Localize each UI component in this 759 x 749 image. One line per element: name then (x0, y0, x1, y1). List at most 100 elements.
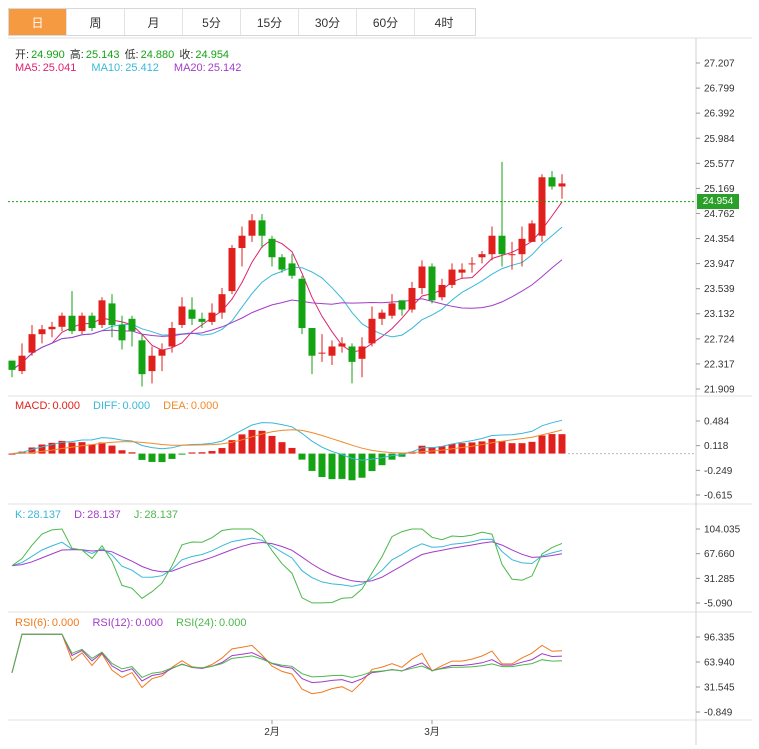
candle-body (198, 318, 206, 322)
price-tick-label: 25.577 (704, 159, 735, 170)
macd-bar (28, 447, 36, 454)
macd-bar (188, 452, 196, 454)
macd-bar (488, 439, 496, 454)
rsi6-line (11, 633, 563, 695)
macd-bar (118, 450, 126, 454)
kdj-readout: K: 28.137 D: 28.137 J: 28.137 (15, 509, 180, 521)
candle-body (8, 360, 16, 370)
macd-bar (278, 442, 286, 454)
diff-line (11, 419, 563, 461)
candle-body (378, 312, 386, 319)
price-tick-label: 21.909 (704, 385, 735, 396)
macd-bar (198, 452, 206, 454)
tab-period-0[interactable]: 日 (9, 9, 67, 35)
macd-bar (458, 443, 466, 454)
rsi24-line (11, 633, 563, 678)
x-tick-label: 3月 (424, 726, 440, 738)
price-tick-label: 23.539 (704, 284, 735, 295)
ma10-label: MA10: (91, 62, 124, 74)
ma5-value: 25.041 (42, 62, 77, 74)
k-label: K: (15, 509, 26, 521)
candle-body (218, 294, 226, 313)
candle-body (148, 355, 156, 372)
tab-period-6[interactable]: 60分 (357, 9, 415, 35)
candle-body (448, 269, 456, 285)
kdj-tick-label: -5.090 (704, 599, 733, 610)
macd-bar (518, 443, 526, 454)
candle-body (98, 300, 106, 325)
macd-bar (228, 440, 236, 454)
macd-bar (168, 453, 176, 459)
dea-line (11, 429, 563, 455)
rsi-readout: RSI(6): 0.000 RSI(12): 0.000 RSI(24): 0.000 (15, 617, 249, 629)
macd-bar (268, 435, 276, 454)
macd-bar (358, 453, 366, 478)
close-value: 24.954 (195, 49, 230, 61)
macd-tick-label: -0.615 (704, 491, 733, 502)
candle-body (168, 328, 176, 347)
macd-bar (68, 442, 76, 454)
candle-body (228, 248, 236, 292)
price-tick-label: 27.207 (704, 59, 735, 70)
candle-body (328, 346, 336, 356)
macd-bar (398, 453, 406, 457)
macd-bar (498, 441, 506, 454)
candle-body (188, 309, 196, 319)
candle-body (518, 238, 526, 255)
ma20-line (11, 259, 563, 371)
k-line (11, 537, 563, 587)
rsi24-label: RSI(24): (176, 617, 217, 629)
low-label: 低: (124, 49, 139, 61)
macd-bar (368, 453, 376, 472)
macd-bar (348, 453, 356, 481)
candle-body (68, 315, 76, 332)
price-tick-label: 26.799 (704, 84, 735, 95)
macd-bar (418, 445, 426, 454)
rsi-tick-label: 63.940 (704, 658, 735, 669)
candle-body (348, 346, 356, 362)
tab-period-5[interactable]: 30分 (299, 9, 357, 35)
open-value: 24.990 (31, 49, 65, 61)
candle-body (258, 220, 266, 236)
price-tick-label: 24.762 (704, 209, 735, 220)
tab-period-2[interactable]: 月 (125, 9, 183, 35)
macd-bar (128, 452, 136, 454)
candle-body (538, 177, 546, 236)
macd-bar (38, 444, 46, 454)
k-value: 28.137 (27, 509, 62, 521)
high-label: 高: (69, 49, 84, 61)
j-line (11, 528, 563, 604)
tab-period-4[interactable]: 15分 (241, 9, 299, 35)
macd-bar (508, 443, 516, 454)
candle-body (418, 266, 426, 289)
price-tick-label: 24.354 (704, 234, 735, 245)
ma20-label: MA20: (173, 62, 206, 74)
tab-period-1[interactable]: 周 (67, 9, 125, 35)
d-label: D: (74, 509, 86, 521)
macd-value: 0.000 (52, 400, 80, 412)
candle-body (358, 346, 366, 359)
current-price-tag: 24.954 (697, 194, 739, 210)
macd-bar (158, 453, 166, 463)
tab-period-3[interactable]: 5分 (183, 9, 241, 35)
candle-body (48, 326, 56, 330)
candle-body (498, 235, 506, 255)
kdj-tick-label: 31.285 (704, 574, 735, 585)
price-tick-label: 22.724 (704, 334, 735, 345)
high-value: 25.143 (85, 49, 120, 61)
macd-bar (78, 442, 86, 454)
price-tick-label: 25.169 (704, 184, 735, 195)
candle-body (428, 266, 436, 301)
tab-period-7[interactable]: 4时 (434, 15, 454, 30)
macd-tick-label: 0.118 (704, 441, 729, 452)
macd-bar (148, 453, 156, 462)
ohlc-readout: 开: 24.990 高: 25.143 低: 24.880 收: 24.954 (15, 46, 231, 62)
rsi-tick-label: -0.849 (704, 708, 733, 719)
ma5-label: MA5: (15, 62, 41, 74)
macd-label: MACD: (15, 400, 51, 412)
candle-body (528, 223, 536, 242)
dea-value: 0.000 (190, 400, 219, 412)
candle-body (158, 349, 166, 356)
candle-body (388, 303, 396, 316)
